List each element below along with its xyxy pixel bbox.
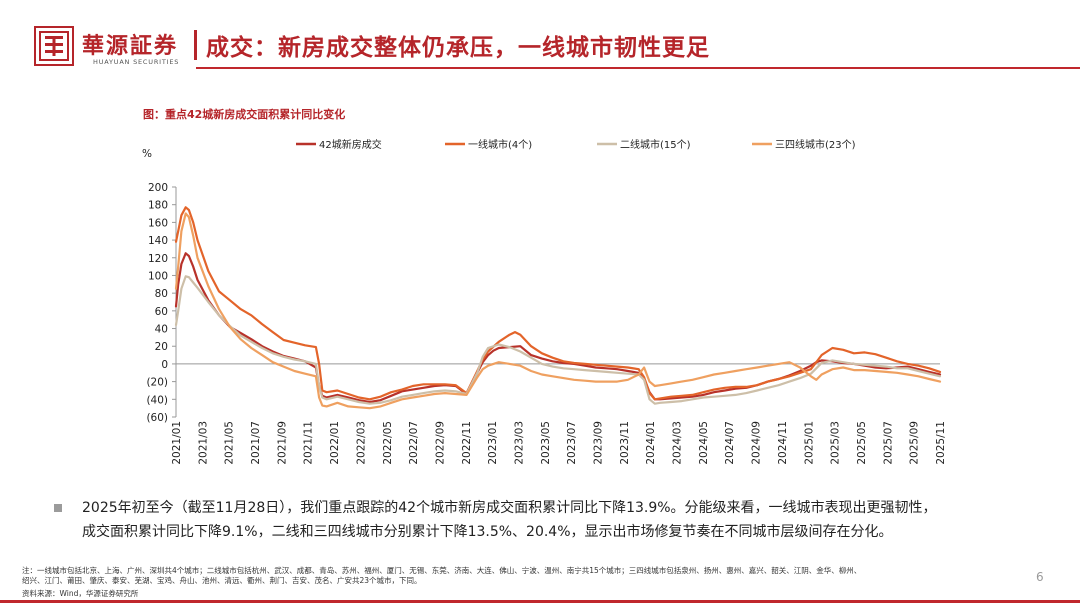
page-number: 6: [1036, 570, 1044, 584]
x-tick-label: 2025/11: [935, 421, 947, 465]
x-tick-label: 2024/11: [777, 421, 789, 465]
legend-label: 一线城市(4个): [468, 138, 532, 151]
x-tick-label: 2022/11: [461, 421, 473, 465]
line-chart: 42城新房成交 一线城市(4个) 二线城市(15个) 三四线城市(23个) % 200…: [142, 138, 947, 465]
x-tick-label: 2021/09: [276, 421, 288, 465]
brand-logo-icon: [34, 26, 74, 66]
y-tick-label: (40): [146, 394, 168, 406]
header-divider: [196, 67, 1080, 69]
data-source: 资料来源：Wind，华源证券研究所: [22, 589, 139, 598]
y-tick-label: 100: [148, 270, 168, 282]
x-tick-label: 2021/05: [224, 421, 236, 465]
y-tick-label: 60: [155, 306, 168, 318]
x-tick-label: 2021/11: [303, 421, 315, 465]
x-tick-label: 2023/03: [513, 421, 525, 465]
title-accent-bar: [194, 30, 197, 60]
brand-name-cn: 華源証券: [82, 34, 179, 59]
x-tick-label: 2025/01: [803, 421, 815, 465]
footnote: 注：一线城市包括北京、上海、广州、深圳共4个城市；二线城市包括杭州、武汉、成都、…: [22, 566, 1032, 586]
brand-name-en: HUAYUAN SECURITIES: [93, 58, 180, 66]
x-tick-label: 2021/01: [171, 421, 183, 465]
x-tick-label: 2023/05: [540, 421, 552, 465]
page-title: 成交：新房成交整体仍承压，一线城市韧性更足: [206, 35, 710, 61]
x-tick-label: 2025/03: [830, 421, 842, 465]
y-tick-label: (20): [146, 377, 168, 389]
x-tick-label: 2023/11: [619, 421, 631, 465]
x-tick-label: 2022/03: [355, 421, 367, 465]
x-tick-label: 2024/09: [751, 421, 763, 465]
y-tick-label: 0: [161, 359, 168, 371]
x-axis: 2021/01 2021/03 2021/05 2021/07 2021/09 2021/…: [171, 363, 947, 465]
y-tick-label: 180: [148, 200, 168, 212]
x-tick-label: 2023/07: [566, 421, 578, 465]
x-tick-label: 2023/09: [593, 421, 605, 465]
legend-label: 42城新房成交: [319, 138, 382, 151]
chart-legend: 42城新房成交 一线城市(4个) 二线城市(15个) 三四线城市(23个): [296, 138, 856, 151]
x-tick-label: 2025/09: [909, 421, 921, 465]
x-tick-label: 2022/05: [382, 421, 394, 465]
x-tick-label: 2022/09: [434, 421, 446, 465]
legend-label: 三四线城市(23个): [775, 138, 856, 151]
y-axis-unit-label: %: [142, 148, 152, 160]
footnote-line-2: 绍兴、江门、莆田、肇庆、泰安、芜湖、宝鸡、舟山、池州、清远、衢州、荆门、吉安、茂…: [22, 576, 422, 585]
summary-line-1: 2025年初至今（截至11月28日），我们重点跟踪的42个城市新房成交面积累计同…: [82, 500, 937, 516]
y-tick-label: 120: [148, 253, 168, 265]
x-tick-label: 2023/01: [487, 421, 499, 465]
y-tick-label: 40: [155, 324, 168, 336]
header: 華源証券 HUAYUAN SECURITIES 成交：新房成交整体仍承压，一线城…: [0, 0, 1080, 72]
y-tick-label: 80: [155, 288, 168, 300]
x-tick-label: 2022/07: [408, 421, 420, 465]
bullet-square-icon: [54, 504, 62, 512]
y-tick-label: 160: [148, 217, 168, 229]
series-line: [174, 275, 942, 405]
x-tick-label: 2022/01: [329, 421, 341, 465]
figure-title: 图：重点42城新房成交面积累计同比变化: [143, 108, 346, 121]
y-tick-label: 200: [148, 182, 168, 194]
y-tick-label: (60): [146, 412, 168, 424]
x-tick-label: 2025/07: [882, 421, 894, 465]
x-tick-label: 2024/05: [698, 421, 710, 465]
x-tick-label: 2024/03: [672, 421, 684, 465]
summary-bullet: 2025年初至今（截至11月28日），我们重点跟踪的42个城市新房成交面积累计同…: [54, 496, 1044, 544]
x-tick-label: 2024/01: [645, 421, 657, 465]
x-tick-label: 2025/05: [856, 421, 868, 465]
series-line: [174, 252, 942, 404]
series-lines: [174, 206, 942, 410]
y-tick-label: 140: [148, 235, 168, 247]
series-line: [174, 212, 942, 410]
footnote-line-1: 注：一线城市包括北京、上海、广州、深圳共4个城市；二线城市包括杭州、武汉、成都、…: [22, 566, 862, 575]
y-tick-label: 20: [155, 341, 168, 353]
x-tick-label: 2024/07: [724, 421, 736, 465]
summary-line-2: 成交面积累计同比下降9.1%，二线和三四线城市分别累计下降13.5%、20.4%…: [82, 524, 893, 540]
x-tick-label: 2021/03: [197, 421, 209, 465]
x-tick-label: 2021/07: [250, 421, 262, 465]
footer-divider: [0, 600, 1080, 603]
legend-label: 二线城市(15个): [620, 138, 691, 151]
